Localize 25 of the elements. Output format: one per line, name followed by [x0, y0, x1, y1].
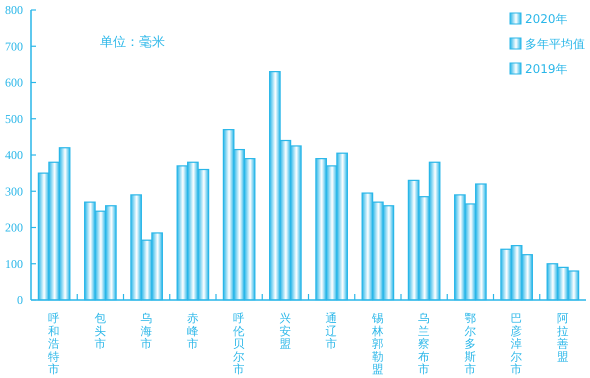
legend-label: 多年平均值	[525, 37, 585, 51]
y-tick-label: 700	[5, 39, 23, 54]
x-tick-label: 乌海市	[140, 311, 153, 351]
annotation: 单位：毫米	[100, 34, 165, 50]
legend-label: 2020年	[525, 12, 568, 26]
x-tick-label: 呼和浩特市	[48, 311, 60, 376]
y-tick-label: 400	[5, 148, 23, 162]
x-tick-label: 通辽市	[326, 311, 338, 351]
x-tick-label: 锡林郭勒盟	[370, 311, 384, 376]
y-tick-label: 300	[5, 184, 23, 198]
x-tick-label: 乌兰察布市	[418, 311, 430, 376]
y-tick-label: 600	[5, 76, 23, 90]
x-tick-label: 赤峰市	[186, 311, 199, 351]
x-tick-label: 巴彦淖尔市	[510, 311, 523, 376]
x-tick-label: 兴安盟	[279, 311, 292, 351]
x-tick-label: 包头市	[94, 311, 106, 351]
y-tick-label: 0	[17, 293, 23, 307]
y-tick-label: 200	[5, 220, 23, 234]
x-tick-label: 阿拉善盟	[556, 311, 569, 364]
y-tick-label: 500	[5, 112, 23, 126]
x-tick-label: 鄂尔多斯市	[464, 311, 476, 376]
x-tick-label: 呼伦贝尔市	[233, 311, 246, 376]
y-tick-label: 800	[5, 3, 23, 17]
legend-label: 2019年	[525, 62, 568, 76]
y-tick-label: 100	[5, 256, 23, 271]
